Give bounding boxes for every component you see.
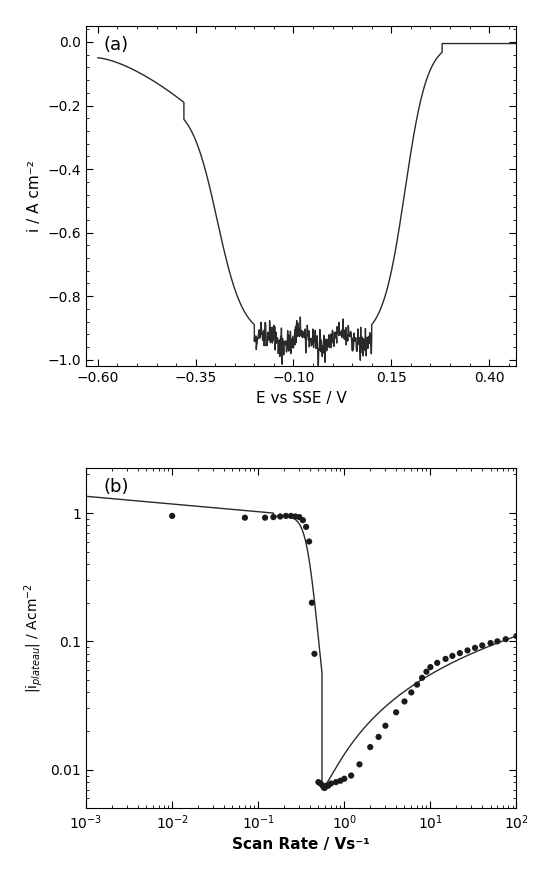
Point [308,596,316,610]
Point [501,633,510,647]
Point [269,510,278,524]
Point [276,509,285,523]
X-axis label: E vs SSE / V: E vs SSE / V [256,390,346,406]
Point [374,730,383,744]
Point [314,775,323,789]
Point [305,534,314,548]
Point [441,652,450,666]
Point [324,779,332,793]
Point [331,775,340,789]
Y-axis label: |i$_{plateau}$| / Acm$^{-2}$: |i$_{plateau}$| / Acm$^{-2}$ [22,583,45,693]
Point [422,665,431,679]
Point [486,636,495,650]
Point [413,678,421,692]
Point [456,647,464,660]
Point [340,772,349,786]
Point [299,514,307,527]
Y-axis label: i / A cm⁻²: i / A cm⁻² [27,160,42,232]
Point [240,511,249,525]
Point [417,671,426,685]
Point [471,641,479,655]
Point [316,777,325,791]
Point [318,779,327,793]
Point [336,773,345,787]
Point [407,686,416,700]
Point [433,656,442,670]
Point [366,740,374,754]
Point [310,647,319,660]
Point [320,781,329,795]
Point [426,660,435,674]
Point [381,719,390,733]
Point [347,768,356,782]
Point [512,629,521,643]
X-axis label: Scan Rate / Vs⁻¹: Scan Rate / Vs⁻¹ [232,837,370,852]
Point [327,777,335,791]
Point [261,511,270,525]
Point [302,520,310,534]
Point [168,509,176,523]
Point [478,639,486,653]
Point [493,634,502,648]
Point [355,758,364,772]
Point [322,779,331,793]
Point [287,509,295,523]
Text: (a): (a) [103,36,129,54]
Point [282,509,291,523]
Point [448,649,457,663]
Point [400,694,409,708]
Text: (b): (b) [103,478,129,496]
Point [463,643,472,657]
Point [295,510,303,524]
Point [392,706,400,720]
Point [291,509,300,523]
